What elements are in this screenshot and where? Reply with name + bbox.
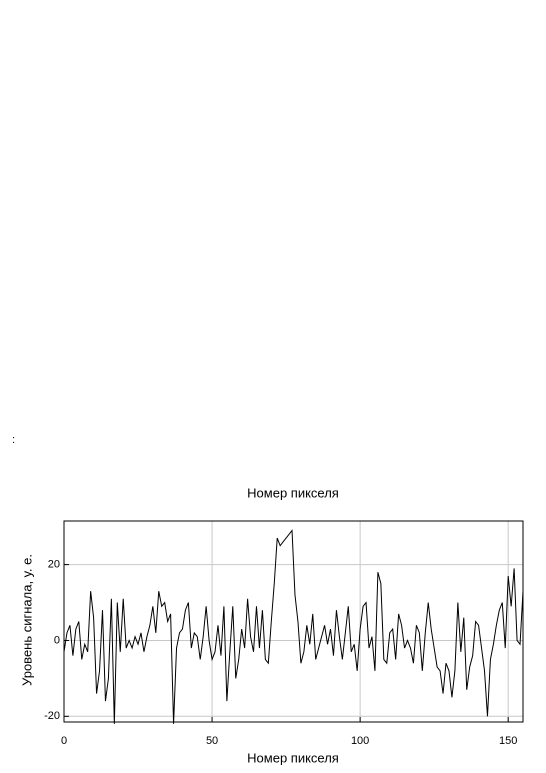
x-tick-label: 50 <box>206 735 218 747</box>
y-axis-label: Уровень сигнала, у. е. <box>19 554 34 686</box>
x-tick-label: 100 <box>351 735 369 747</box>
y-tick-label: -20 <box>44 710 60 722</box>
caption: : <box>12 434 15 446</box>
plot-frame <box>63 520 524 723</box>
y-tick-label: 20 <box>48 559 60 571</box>
data-line <box>63 529 524 724</box>
cropped-label: Номер пикселя <box>247 485 339 500</box>
x-axis-label: Номер пикселя <box>247 750 339 765</box>
y-tick-label: 0 <box>54 634 60 646</box>
x-tick-label: 150 <box>499 735 517 747</box>
x-tick-label: 0 <box>61 735 67 747</box>
